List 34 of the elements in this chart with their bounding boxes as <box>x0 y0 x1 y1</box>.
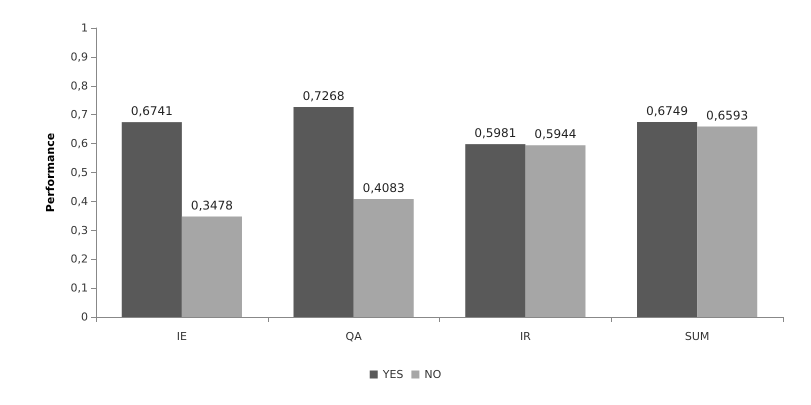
data-label: 0,5944 <box>534 127 576 142</box>
data-label: 0,7268 <box>302 88 345 103</box>
bar <box>294 106 354 317</box>
legend-label: YES <box>382 368 404 381</box>
data-label: 0,3478 <box>190 198 233 212</box>
x-tick-label: SUM <box>684 330 710 343</box>
x-tick-label: QA <box>346 330 362 343</box>
y-tick-label: 0,1 <box>70 282 88 295</box>
x-tick-label: IR <box>520 330 532 343</box>
y-tick-label: 0,2 <box>70 252 88 266</box>
y-tick-label: 0,6 <box>70 137 88 150</box>
x-tick-label: IE <box>176 330 188 343</box>
data-label: 0,6593 <box>706 108 748 122</box>
y-axis-title: Performance <box>44 132 57 212</box>
bar <box>697 126 758 317</box>
y-tick-label: 0,9 <box>70 50 88 64</box>
y-tick-label: 0,5 <box>70 166 88 179</box>
bar <box>637 122 698 317</box>
y-tick-label: 0,3 <box>70 224 88 237</box>
data-label: 0,6741 <box>130 104 173 118</box>
data-label: 0,4083 <box>362 181 405 195</box>
legend-label: NO <box>424 368 442 381</box>
bar <box>182 216 242 317</box>
y-tick-label: 0,4 <box>70 194 88 208</box>
data-label: 0,5981 <box>474 126 516 140</box>
y-tick-label: 0,8 <box>70 79 88 92</box>
y-tick-label: 1 <box>81 22 88 34</box>
y-tick-label: 0,7 <box>70 108 88 122</box>
bar <box>354 199 414 317</box>
data-label: 0,6749 <box>646 104 688 118</box>
bar <box>525 145 586 317</box>
bar <box>465 144 526 317</box>
y-tick-label: 0 <box>81 310 88 324</box>
bar <box>122 122 182 317</box>
